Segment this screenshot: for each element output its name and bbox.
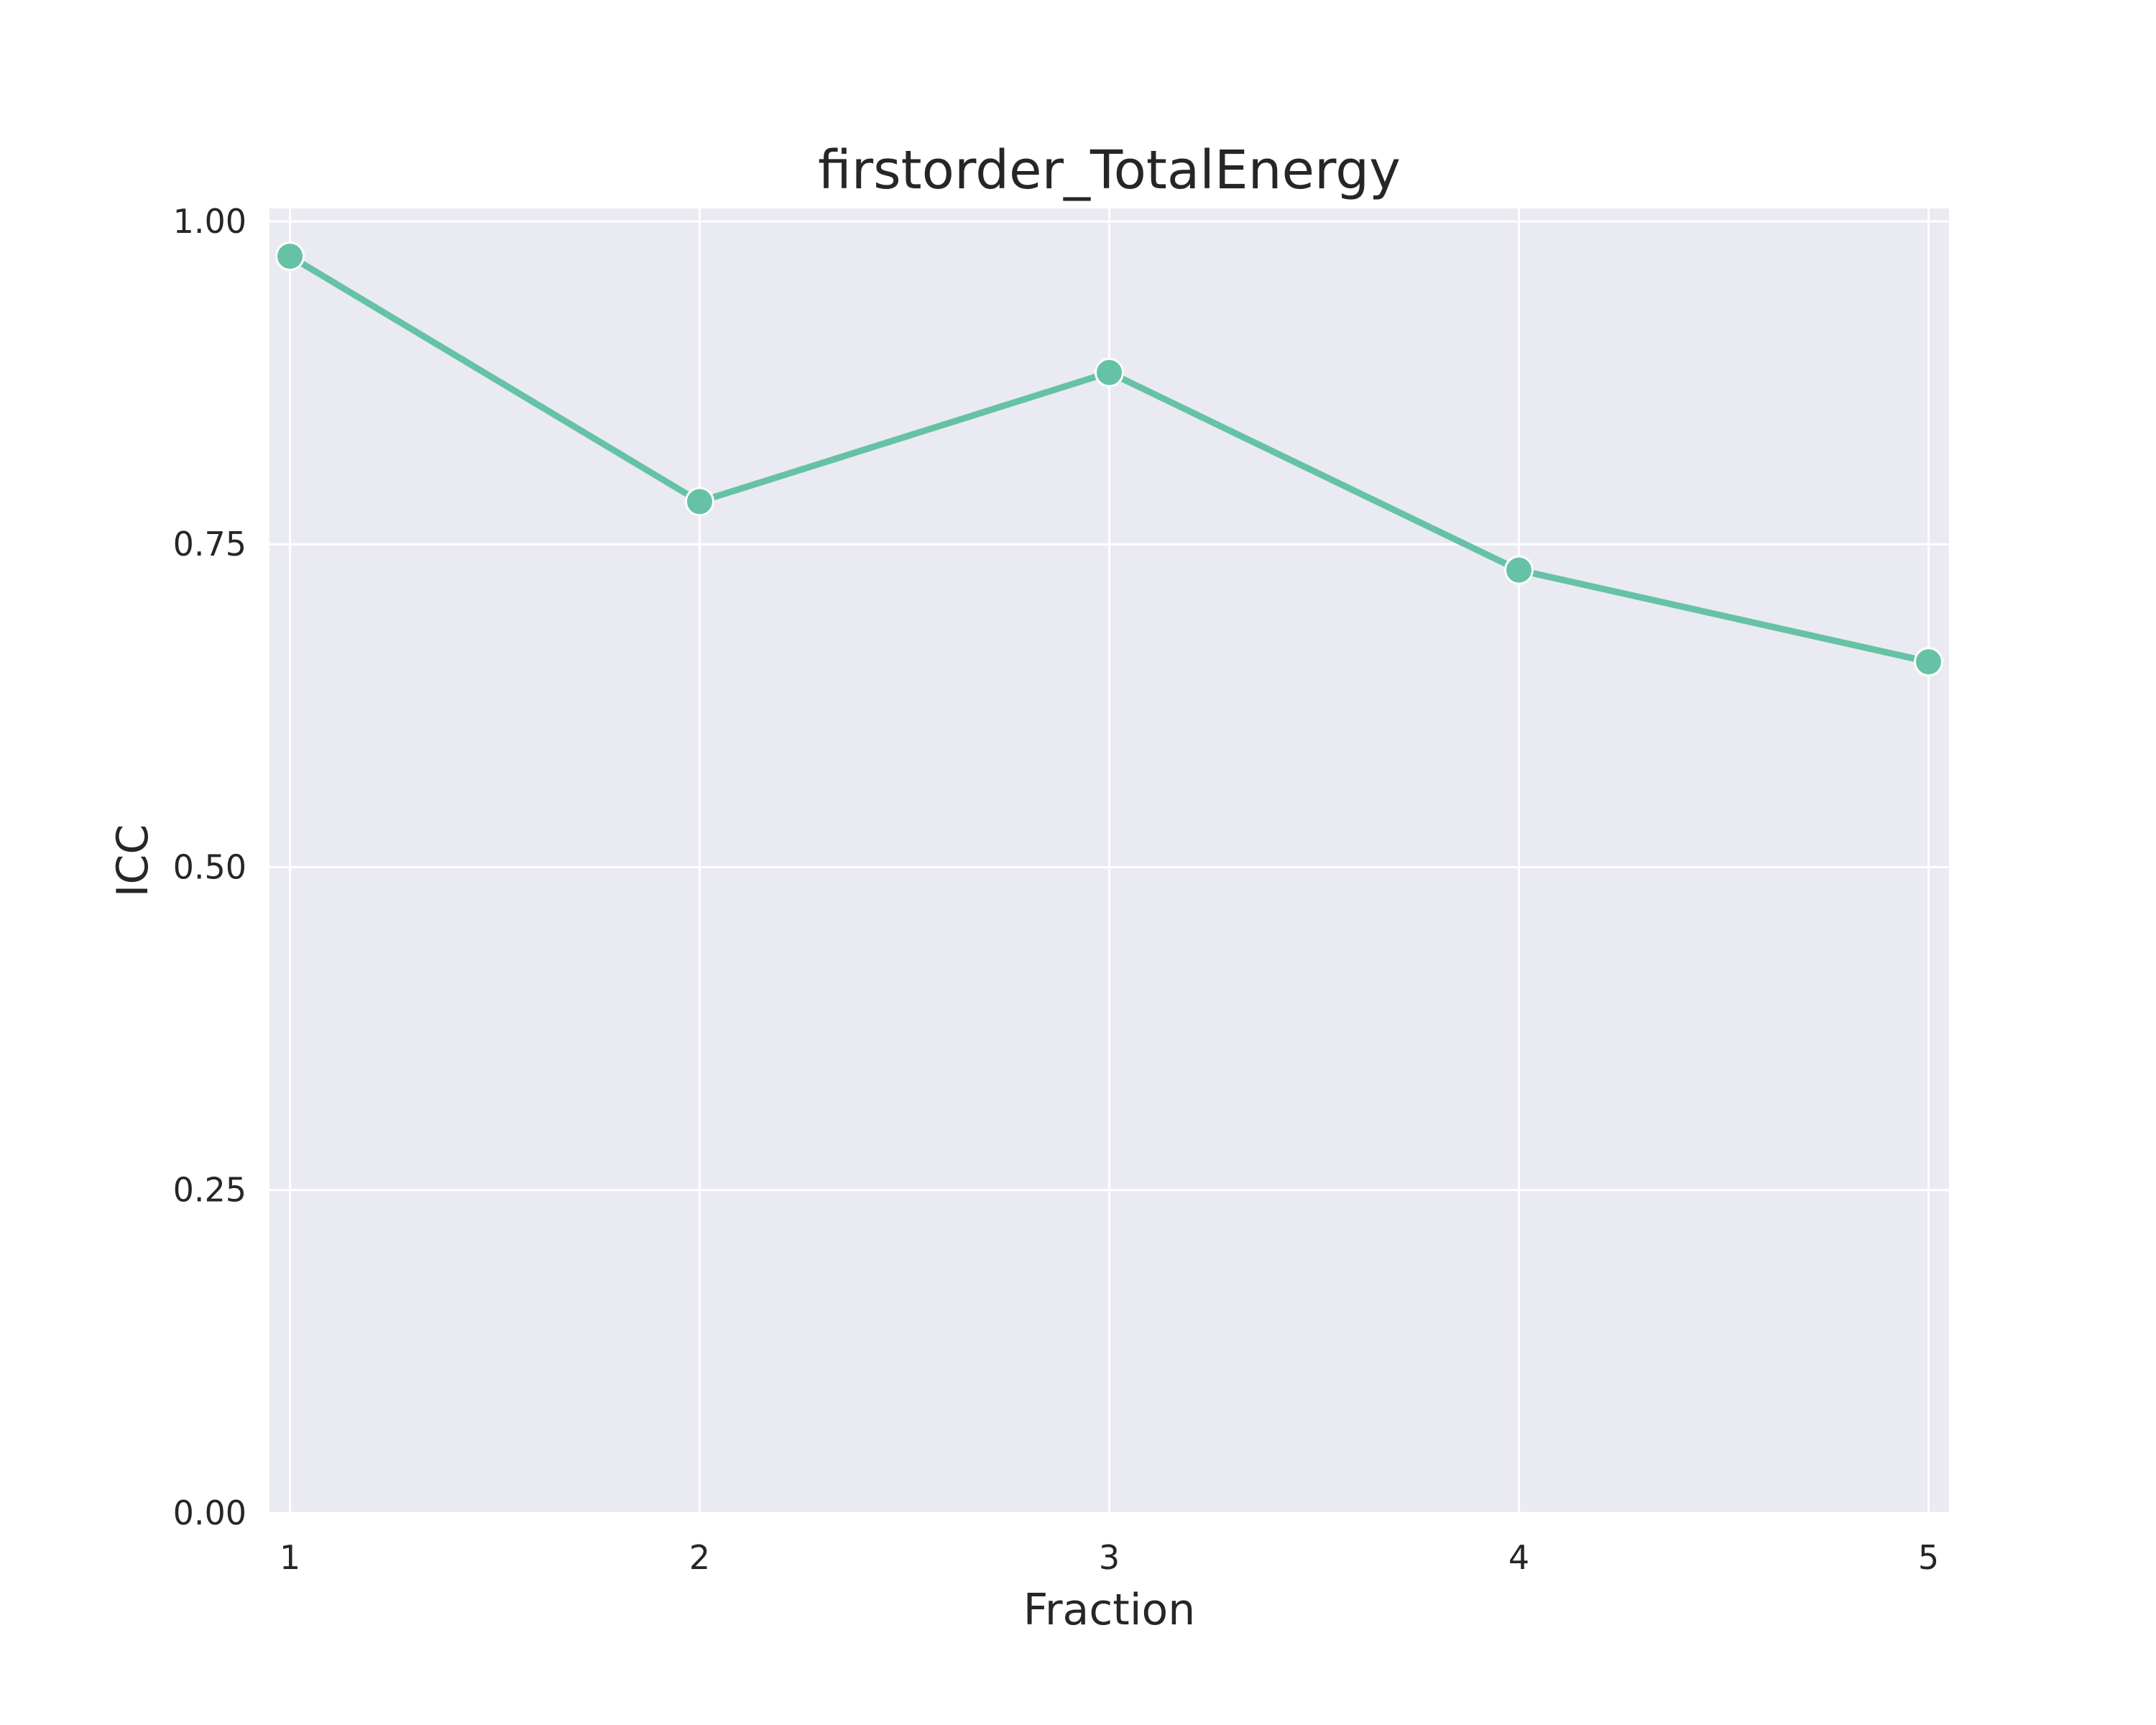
x-axis-label: Fraction xyxy=(1023,1585,1196,1635)
y-axis-label: ICC xyxy=(108,824,158,897)
y-tick-label: 1.00 xyxy=(173,202,247,241)
x-tick-label: 3 xyxy=(1099,1538,1120,1577)
data-point xyxy=(1095,357,1124,387)
y-tick-label: 0.25 xyxy=(173,1171,247,1210)
x-tick-label: 4 xyxy=(1508,1538,1529,1577)
data-point xyxy=(1504,555,1534,585)
y-tick-label: 0.75 xyxy=(173,525,247,564)
y-tick-label: 0.00 xyxy=(173,1494,247,1532)
data-point xyxy=(275,241,305,271)
x-tick-labels: 1 2 3 4 5 xyxy=(280,1538,1939,1577)
x-tick-label: 1 xyxy=(280,1538,300,1577)
data-point xyxy=(1914,647,1943,677)
y-tick-label: 0.50 xyxy=(173,847,247,886)
series-group xyxy=(275,241,1943,677)
data-point xyxy=(685,487,714,517)
chart-title: firstorder_TotalEnergy xyxy=(818,139,1401,201)
y-tick-labels: 0.00 0.25 0.50 0.75 1.00 xyxy=(173,202,247,1532)
x-tick-label: 2 xyxy=(689,1538,710,1577)
grid-lines xyxy=(270,208,1949,1514)
x-tick-label: 5 xyxy=(1918,1538,1939,1577)
